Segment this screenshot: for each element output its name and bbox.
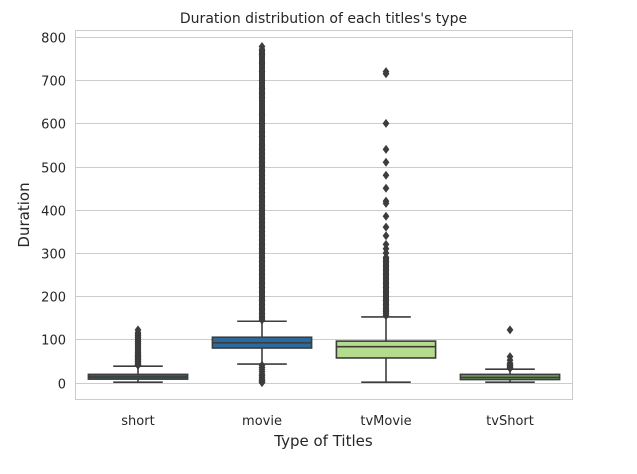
x-tick-label: short	[121, 414, 154, 429]
y-tick-label: 700	[41, 75, 66, 90]
outlier-point	[382, 239, 390, 249]
outlier-point	[258, 118, 266, 128]
outlier-point	[258, 127, 266, 137]
outlier-point	[506, 325, 514, 335]
outlier-point	[382, 231, 390, 241]
outlier-point	[382, 67, 390, 77]
outlier-point	[258, 140, 266, 150]
x-axis-label: Type of Titles	[273, 432, 373, 450]
plot-area-frame	[75, 30, 573, 400]
iqr-box	[335, 340, 437, 359]
y-tick-label: 400	[41, 205, 66, 220]
y-tick-label: 500	[41, 162, 66, 177]
outlier-point	[258, 84, 266, 94]
outlier-point	[382, 170, 390, 180]
y-axis-label: Duration	[15, 182, 33, 247]
y-tick-label: 0	[58, 378, 66, 393]
box-tvMovie	[335, 67, 437, 383]
y-tick-label: 800	[41, 32, 66, 47]
y-axis-ticks: 0 100 200 300 400 500 600 700 800	[41, 32, 66, 393]
box-movie	[211, 42, 313, 388]
outlier-point	[382, 157, 390, 167]
box-tvShort	[459, 325, 561, 383]
y-tick-label: 100	[41, 334, 66, 349]
box-short	[87, 325, 189, 383]
boxes	[87, 42, 561, 388]
x-tick-label: movie	[242, 414, 282, 429]
outlier-point	[382, 196, 390, 206]
outlier-point	[134, 325, 142, 335]
outlier-point	[258, 42, 266, 52]
outlier-point	[258, 75, 266, 85]
y-tick-label: 600	[41, 118, 66, 133]
grid-lines	[76, 37, 572, 384]
x-tick-label: tvShort	[486, 414, 534, 429]
outlier-point	[258, 67, 266, 77]
y-tick-label: 300	[41, 248, 66, 263]
outlier-point	[258, 58, 266, 68]
x-axis-ticks: short movie tvMovie tvShort	[121, 414, 534, 429]
outlier-point	[258, 110, 266, 120]
chart-title: Duration distribution of each titles's t…	[180, 11, 467, 27]
outlier-point	[382, 222, 390, 232]
outlier-point	[258, 360, 266, 370]
outlier-point	[382, 118, 390, 128]
outlier-point	[382, 211, 390, 221]
outlier-point	[506, 352, 514, 362]
x-tick-label: tvMovie	[360, 414, 411, 429]
outlier-point	[382, 183, 390, 193]
outlier-point	[382, 144, 390, 154]
y-tick-label: 200	[41, 291, 66, 306]
